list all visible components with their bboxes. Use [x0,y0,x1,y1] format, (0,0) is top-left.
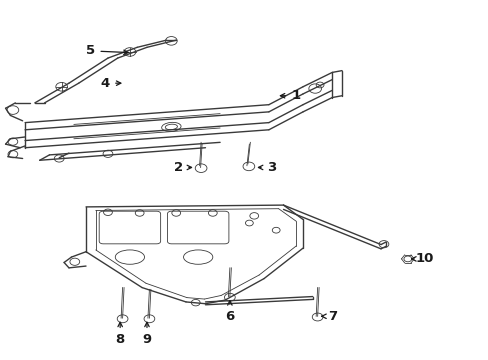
Text: 1: 1 [280,89,300,102]
Text: 4: 4 [101,77,121,90]
Text: 6: 6 [225,301,234,323]
Text: 10: 10 [411,252,433,265]
Text: 9: 9 [142,322,151,346]
Text: 8: 8 [115,322,124,346]
Text: 7: 7 [321,310,336,323]
Text: 3: 3 [258,161,275,174]
Text: 5: 5 [86,44,128,57]
Text: 2: 2 [174,161,191,174]
